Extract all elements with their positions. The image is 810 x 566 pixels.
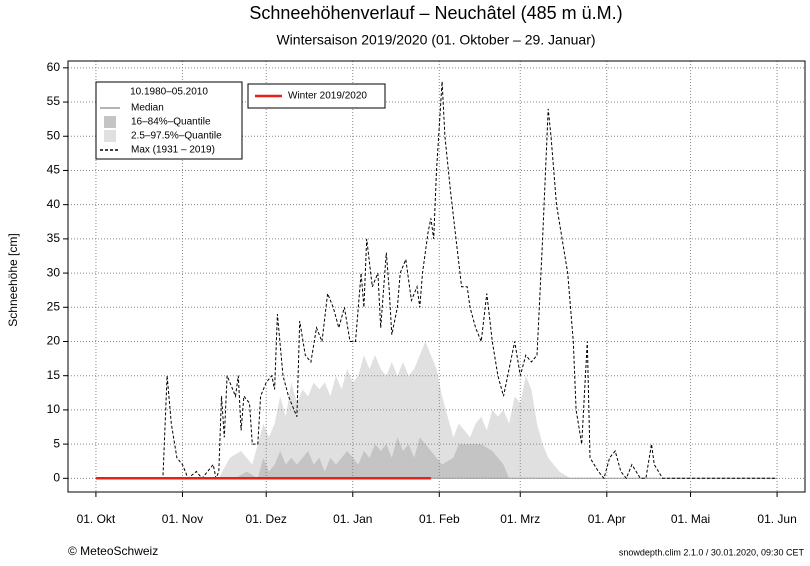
y-tick-label: 60 — [47, 60, 61, 74]
y-tick-label: 15 — [47, 368, 61, 382]
legend-label: Winter 2019/2020 — [288, 91, 367, 102]
y-tick-label: 40 — [47, 197, 61, 211]
y-tick-label: 20 — [47, 334, 61, 348]
legend-box — [95, 81, 243, 160]
legend-label: Max (1931 – 2019) — [131, 145, 215, 156]
y-tick-label: 25 — [47, 299, 61, 313]
x-tick-label: 01. Mrz — [500, 512, 540, 526]
y-tick-label: 35 — [47, 231, 61, 245]
y-axis-label: Schneehöhe [cm] — [6, 233, 20, 326]
y-tick-label: 10 — [47, 402, 61, 416]
footer-right: snowdepth.clim 2.1.0 / 30.01.2020, 09:30… — [619, 547, 805, 557]
y-tick-label: 55 — [47, 94, 61, 108]
footer-left: © MeteoSchweiz — [68, 544, 158, 558]
x-tick-label: 01. Feb — [419, 512, 460, 526]
legend-title: 10.1980–05.2010 — [130, 87, 208, 98]
legend-label: Median — [131, 103, 164, 114]
y-tick-label: 30 — [47, 265, 61, 279]
x-tick-label: 01. Jun — [757, 512, 796, 526]
x-tick-label: 01. Okt — [77, 512, 116, 526]
legend-swatch — [104, 130, 116, 142]
y-tick-label: 0 — [53, 470, 60, 484]
x-tick-label: 01. Jan — [333, 512, 372, 526]
y-tick-label: 50 — [47, 128, 61, 142]
chart-subtitle: Wintersaison 2019/2020 (01. Oktober – 29… — [276, 32, 595, 48]
legend-swatch — [104, 116, 116, 128]
x-tick-label: 01. Nov — [162, 512, 203, 526]
x-tick-label: 01. Dez — [246, 512, 287, 526]
y-tick-label: 5 — [53, 436, 60, 450]
x-tick-label: 01. Mai — [671, 512, 710, 526]
x-tick-label: 01. Apr — [588, 512, 626, 526]
chart-title: Schneehöhenverlauf – Neuchâtel (485 m ü.… — [249, 3, 622, 23]
series-line — [95, 81, 778, 481]
quantile-area — [235, 437, 510, 479]
plot-frame — [67, 60, 806, 493]
legend-label: 16–84%–Quantile — [131, 117, 211, 128]
legend-label: 2.5–97.5%–Quantile — [131, 131, 222, 142]
y-tick-label: 45 — [47, 163, 61, 177]
